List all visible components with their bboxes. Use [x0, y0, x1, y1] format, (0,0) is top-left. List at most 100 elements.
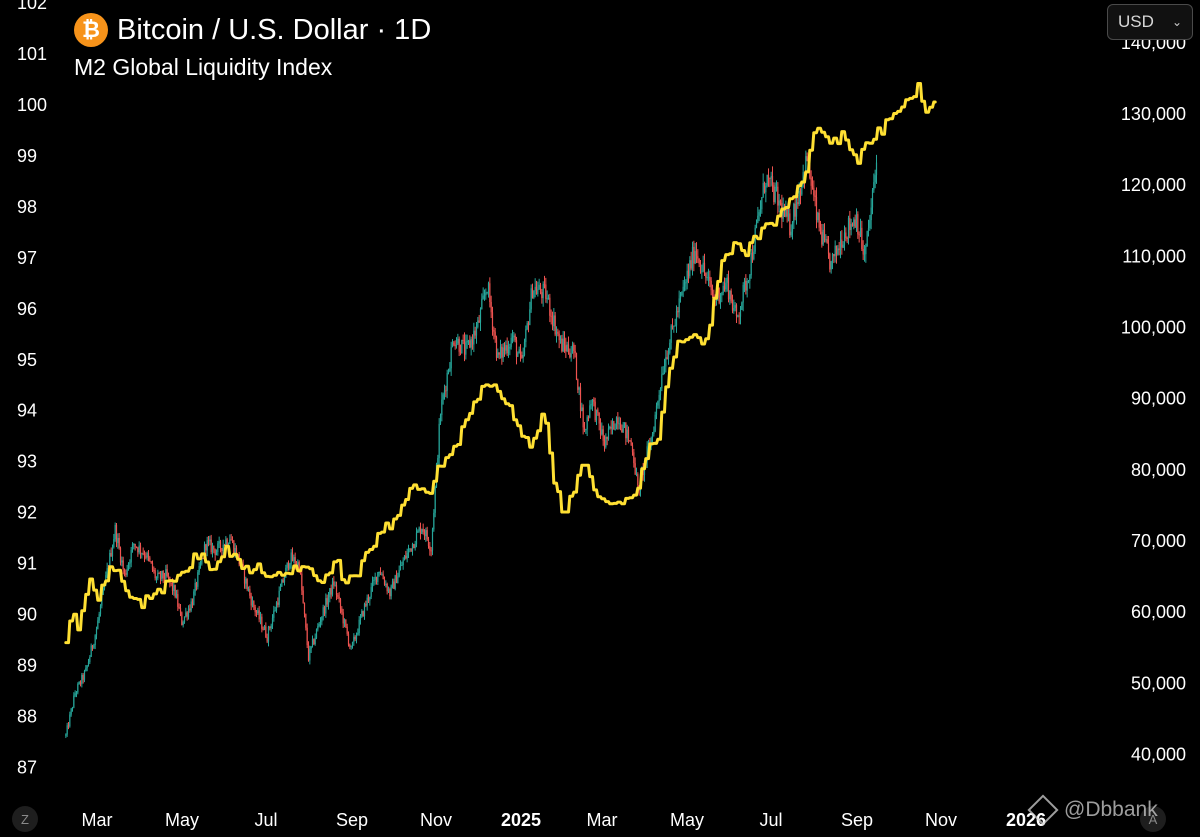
candle-body	[857, 214, 859, 235]
candle-body	[477, 320, 479, 327]
candle-body	[482, 295, 484, 299]
candle-body	[505, 345, 507, 351]
candle-body	[422, 529, 424, 532]
candle-body	[833, 254, 835, 257]
candle-body	[531, 288, 534, 298]
right-axis-tick: 100,000	[1121, 318, 1186, 338]
candle-body	[559, 338, 562, 341]
indicator-title[interactable]: M2 Global Liquidity Index	[74, 54, 333, 80]
m2-line	[64, 82, 937, 645]
candle-body	[739, 309, 742, 317]
candle-body	[815, 196, 818, 221]
candle-body	[675, 311, 678, 326]
candle-body	[529, 309, 531, 325]
candle-body	[67, 725, 70, 727]
candle-body	[399, 565, 402, 570]
auto-scale-badge[interactable]: A	[1140, 806, 1166, 832]
time-axis-tick: Jul	[759, 810, 782, 830]
candle-body	[127, 563, 130, 569]
candle-body	[126, 568, 128, 575]
candle-body	[117, 538, 119, 543]
candle-body	[377, 572, 379, 582]
candle-body	[502, 347, 504, 358]
candle-body	[230, 539, 232, 541]
candle-body	[218, 541, 220, 544]
candle-body	[469, 340, 471, 348]
candle-body	[157, 573, 159, 578]
candle-body	[849, 218, 851, 230]
candle-body	[339, 598, 342, 609]
candle-body	[155, 577, 158, 579]
candle-body	[655, 405, 658, 415]
candle-body	[838, 248, 840, 251]
candle-body	[446, 373, 448, 391]
left-axis-tick: 87	[17, 758, 37, 778]
candle-body	[778, 200, 780, 206]
candle-body	[490, 301, 492, 313]
candle-body	[705, 272, 707, 278]
candle-body	[146, 553, 148, 558]
candle-body	[106, 568, 108, 576]
candle-body	[314, 637, 316, 645]
candle-body	[593, 399, 595, 402]
candle-body	[145, 556, 147, 558]
candle-body	[434, 486, 436, 513]
candle-body	[123, 569, 126, 574]
candle-body	[822, 229, 824, 245]
timezone-badge[interactable]: Z	[12, 806, 38, 832]
candle-body	[405, 555, 407, 559]
candle-body	[270, 625, 272, 629]
candle-body	[167, 575, 170, 578]
candle-body	[153, 569, 155, 571]
candle-body	[367, 597, 370, 601]
candle-body	[171, 582, 174, 591]
candle-body	[346, 626, 348, 634]
candle-body	[73, 695, 75, 708]
candle-body	[278, 590, 280, 605]
candle-body	[797, 202, 799, 205]
candle-body	[689, 260, 691, 277]
candle-body	[449, 368, 451, 372]
candle-body	[183, 616, 186, 623]
candle-body	[453, 342, 455, 345]
candle-body	[637, 474, 639, 486]
candle-body	[507, 348, 510, 354]
candle-body	[265, 626, 267, 638]
candle-body	[206, 540, 208, 551]
candle-body	[406, 552, 408, 559]
candle-body	[782, 206, 784, 219]
candle-body	[335, 585, 338, 596]
candle-body	[521, 355, 523, 358]
candle-body	[805, 156, 807, 180]
candle-body	[94, 635, 96, 646]
candle-body	[349, 644, 351, 647]
candle-body	[161, 570, 163, 579]
candle-body	[825, 239, 827, 241]
candle-body	[621, 429, 623, 433]
candle-body	[581, 407, 583, 412]
candle-body	[558, 333, 560, 341]
candle-body	[555, 331, 558, 335]
candle-body	[759, 209, 762, 213]
candle-body	[549, 297, 551, 316]
candle-body	[534, 286, 536, 291]
candle-body	[450, 347, 452, 369]
candle-body	[839, 239, 842, 251]
candle-body	[567, 344, 570, 353]
candle-body	[802, 172, 804, 185]
symbol-row[interactable]: ₿ Bitcoin / U.S. Dollar · 1D	[74, 10, 431, 50]
candle-body	[755, 222, 758, 228]
candle-body	[309, 648, 311, 661]
candle-body	[511, 336, 514, 339]
candle-body	[605, 436, 607, 448]
candle-body	[343, 619, 346, 624]
candle-body	[81, 674, 83, 685]
candle-body	[71, 707, 74, 709]
candle-body	[783, 206, 786, 217]
candle-body	[362, 610, 364, 617]
currency-select[interactable]: USD ⌄	[1107, 4, 1193, 40]
left-axis-tick: 89	[17, 656, 37, 676]
candle-body	[574, 350, 576, 354]
candle-body	[758, 212, 760, 216]
